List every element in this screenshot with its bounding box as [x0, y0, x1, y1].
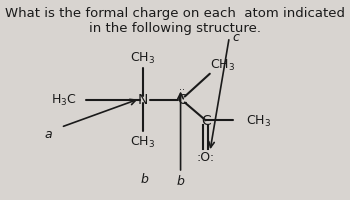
Text: What is the formal charge on each  atom indicated in the following structure.: What is the formal charge on each atom i…: [5, 7, 345, 35]
Text: CH$_3$: CH$_3$: [131, 51, 155, 66]
Text: CH$_3$: CH$_3$: [210, 58, 235, 73]
Text: a: a: [44, 127, 52, 140]
Text: b: b: [177, 174, 184, 187]
Text: C: C: [177, 93, 187, 107]
Text: N: N: [138, 93, 148, 107]
Text: CH$_3$: CH$_3$: [131, 134, 155, 149]
Text: c: c: [233, 30, 240, 43]
Text: :O:: :O:: [197, 151, 215, 164]
Text: CH$_3$: CH$_3$: [246, 113, 271, 128]
Text: C: C: [201, 114, 210, 128]
Text: b: b: [140, 172, 148, 185]
Text: ··: ··: [179, 84, 185, 94]
Text: H$_3$C: H$_3$C: [51, 92, 76, 108]
